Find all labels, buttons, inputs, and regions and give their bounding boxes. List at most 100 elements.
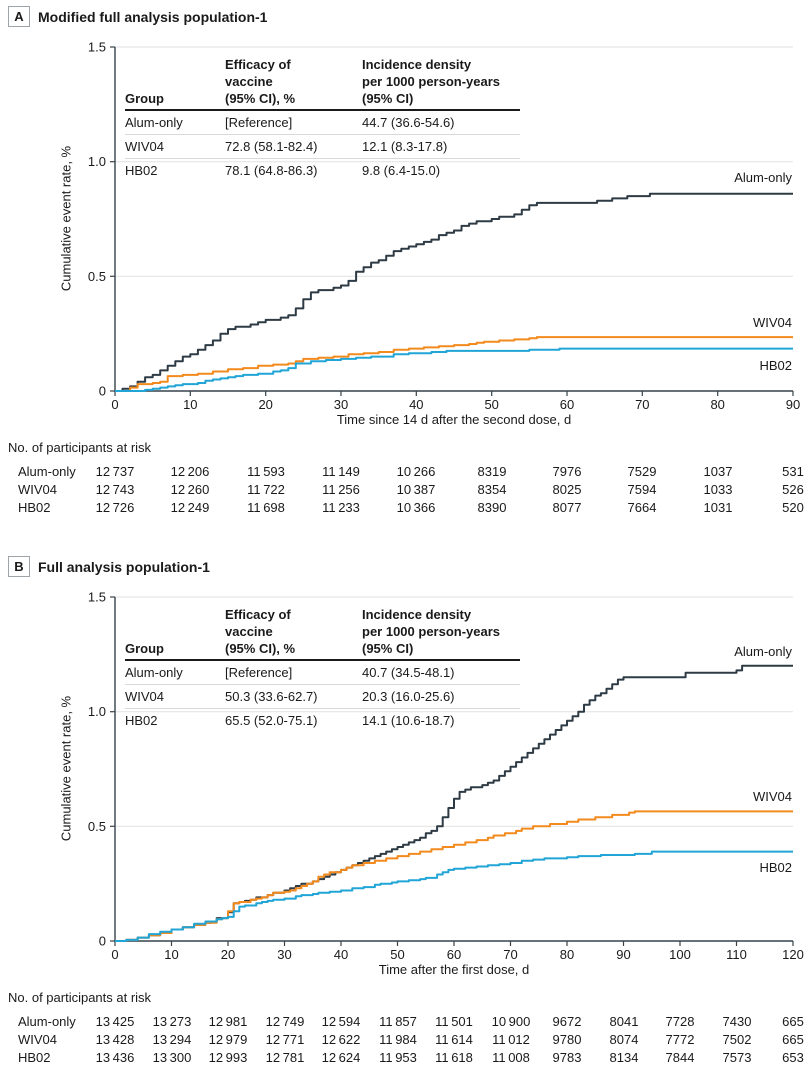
table-row: HB02 65.5 (52.0-75.1) 14.1 (10.6-18.7) xyxy=(125,708,520,732)
efficacy-table: Group Efficacy of vaccine (95% CI), % In… xyxy=(125,56,520,182)
at-risk-value: 526 xyxy=(782,482,804,497)
at-risk-group-label: HB02 xyxy=(18,1050,51,1065)
x-tick-label: 80 xyxy=(710,397,724,412)
at-risk-value: 1037 xyxy=(703,464,733,479)
at-risk-value: 13 294 xyxy=(152,1032,192,1047)
table-header-group: Group xyxy=(125,641,164,656)
at-risk-value: 11 012 xyxy=(492,1032,530,1047)
at-risk-value: 8390 xyxy=(477,500,507,515)
at-risk-row: WIV04 12 743 12 260 11 722 11 256 10 387 8354… xyxy=(0,482,810,498)
table-cell-incidence: 40.7 (34.5-48.1) xyxy=(362,665,455,680)
at-risk-value: 8354 xyxy=(477,482,507,497)
panel-title: Modified full analysis population-1 xyxy=(38,8,268,25)
x-tick-label: 30 xyxy=(277,947,291,962)
x-tick-label: 80 xyxy=(560,947,574,962)
at-risk-value: 9783 xyxy=(552,1050,582,1065)
table-header-efficacy: Efficacy of vaccine (95% CI), % xyxy=(225,57,296,106)
at-risk-row: HB02 13 436 13 300 12 993 12 781 12 624 11 95… xyxy=(0,1050,810,1066)
x-tick-label: 0 xyxy=(111,947,118,962)
at-risk-value: 12 743 xyxy=(95,482,135,497)
x-tick-label: 60 xyxy=(560,397,574,412)
at-risk-value: 7728 xyxy=(665,1014,695,1029)
y-tick-label: 0.5 xyxy=(88,269,106,284)
x-tick-label: 20 xyxy=(221,947,235,962)
curve-label-wiv04: WIV04 xyxy=(752,789,792,804)
series-path-alum-only xyxy=(115,192,793,392)
at-risk-value: 10 900 xyxy=(491,1014,531,1029)
at-risk-value: 11 256 xyxy=(322,482,360,497)
table-header-group: Group xyxy=(125,91,164,106)
at-risk-group-label: HB02 xyxy=(18,500,51,515)
panel-a: A Modified full analysis population-1 0 1… xyxy=(0,6,810,516)
at-risk-value: 12 594 xyxy=(321,1014,361,1029)
x-axis-title: Time since 14 d after the second dose, d xyxy=(336,412,572,427)
at-risk-value: 13 273 xyxy=(152,1014,192,1029)
at-risk-title: No. of participants at risk xyxy=(8,990,152,1005)
table-row: Alum-only [Reference] 44.7 (36.6-54.6) xyxy=(125,111,520,134)
y-axis-title: Cumulative event rate, % xyxy=(58,695,74,842)
table-row: WIV04 72.8 (58.1-82.4) 12.1 (8.3-17.8) xyxy=(125,134,520,158)
table-header-incidence: Incidence density per 1000 person-years … xyxy=(362,57,501,106)
efficacy-table: Group Efficacy of vaccine (95% CI), % In… xyxy=(125,606,520,732)
table-cell-group: HB02 xyxy=(125,163,158,178)
survival-plot: 0 10 20 30 40 50 60 70 80 90 0 0.5 1.0 1.5 xyxy=(88,40,800,412)
at-risk-value: 8077 xyxy=(552,500,582,515)
at-risk-value: 11 698 xyxy=(247,500,285,515)
x-tick-label: 0 xyxy=(111,397,118,412)
table-row: HB02 78.1 (64.8-86.3) 9.8 (6.4-15.0) xyxy=(125,158,520,182)
survival-plot: 0 10 20 30 40 50 60 70 80 90 100 110 120 0 0.5 1.0 1.5 xyxy=(88,590,804,962)
at-risk-value: 7594 xyxy=(627,482,657,497)
panel-a-header: A Modified full analysis population-1 xyxy=(8,6,267,27)
y-tick-label: 1.5 xyxy=(88,590,106,605)
at-risk-value: 7664 xyxy=(627,500,657,515)
at-risk-value: 10 387 xyxy=(396,482,436,497)
at-risk-value: 12 206 xyxy=(170,464,210,479)
at-risk-value: 10 266 xyxy=(396,464,436,479)
curve-label-alum-only: Alum-only xyxy=(734,644,792,659)
at-risk-value: 7529 xyxy=(627,464,657,479)
at-risk-value: 7772 xyxy=(665,1032,695,1047)
at-risk-value: 11 614 xyxy=(435,1032,473,1047)
at-risk-value: 8319 xyxy=(477,464,507,479)
table-cell-group: Alum-only xyxy=(125,115,183,130)
at-risk-value: 11 501 xyxy=(435,1014,473,1029)
at-risk-group-label: Alum-only xyxy=(18,464,76,479)
at-risk-value: 11 722 xyxy=(247,482,285,497)
at-risk-row: HB02 12 726 12 249 11 698 11 233 10 366 8390 8… xyxy=(0,500,810,516)
at-risk-value: 7502 xyxy=(722,1032,752,1047)
table-cell-incidence: 20.3 (16.0-25.6) xyxy=(362,689,455,704)
at-risk-group-label: WIV04 xyxy=(18,482,58,497)
at-risk-value: 11 857 xyxy=(379,1014,417,1029)
x-tick-label: 30 xyxy=(334,397,348,412)
table-cell-efficacy: 78.1 (64.8-86.3) xyxy=(225,163,318,178)
table-cell-efficacy: [Reference] xyxy=(225,665,293,680)
at-risk-row: WIV04 13 428 13 294 12 979 12 771 12 622 11 9… xyxy=(0,1032,810,1048)
at-risk-value: 12 624 xyxy=(321,1050,361,1065)
at-risk-value: 9672 xyxy=(552,1014,582,1029)
at-risk-value: 665 xyxy=(782,1032,804,1047)
x-axis-title: Time after the first dose, d xyxy=(378,962,530,977)
at-risk-value: 13 300 xyxy=(152,1050,192,1065)
panel-letter-badge: A xyxy=(8,6,30,27)
y-axis-title: Cumulative event rate, % xyxy=(58,145,74,292)
efficacy-table-header: Group Efficacy of vaccine (95% CI), % In… xyxy=(125,606,520,661)
y-tick-label: 1.0 xyxy=(88,154,106,169)
table-cell-incidence: 9.8 (6.4-15.0) xyxy=(362,163,441,178)
at-risk-value: 665 xyxy=(782,1014,804,1029)
at-risk-value: 11 593 xyxy=(247,464,285,479)
at-risk-value: 7844 xyxy=(665,1050,695,1065)
table-cell-group: WIV04 xyxy=(125,139,165,154)
at-risk-value: 12 260 xyxy=(170,482,210,497)
series-path-wiv04 xyxy=(115,336,793,392)
table-header-efficacy: Efficacy of vaccine (95% CI), % xyxy=(225,607,296,656)
at-risk-value: 1031 xyxy=(703,500,733,515)
at-risk-value: 12 726 xyxy=(95,500,135,515)
x-tick-label: 90 xyxy=(786,397,800,412)
x-tick-label: 70 xyxy=(635,397,649,412)
at-risk-value: 9780 xyxy=(552,1032,582,1047)
at-risk-value: 1033 xyxy=(703,482,733,497)
x-tick-label: 100 xyxy=(669,947,691,962)
table-cell-group: HB02 xyxy=(125,713,158,728)
panel-b-header: B Full analysis population-1 xyxy=(8,556,210,577)
